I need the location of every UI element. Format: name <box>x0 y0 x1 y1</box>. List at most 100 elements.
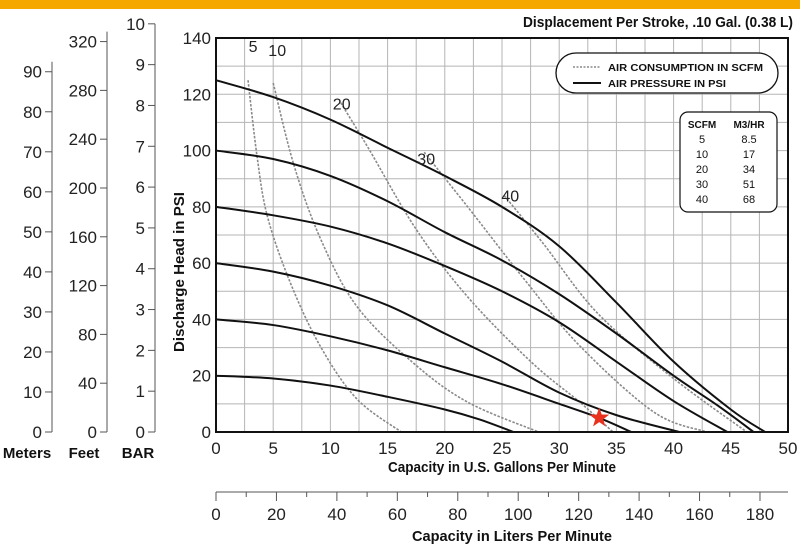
air-pressure-curve-20-psi <box>215 374 514 433</box>
x2-tick-label: 180 <box>746 505 774 524</box>
plot-frame <box>215 37 789 433</box>
secondary-tick-label: 40 <box>78 374 97 393</box>
x2-tick-label: 40 <box>327 505 346 524</box>
air-pressure-curve-100-psi <box>215 149 755 433</box>
secondary-tick-label: 9 <box>136 56 145 75</box>
x2-tick-label: 0 <box>211 505 220 524</box>
y-tick-label: 60 <box>192 254 211 273</box>
y-tick-label: 100 <box>183 142 211 161</box>
secondary-tick-label: 90 <box>23 63 42 82</box>
secondary-tick-label: 7 <box>136 137 145 156</box>
y-tick-label: 0 <box>202 423 211 442</box>
secondary-tick-label: 2 <box>136 341 145 360</box>
secondary-tick-label: 6 <box>136 178 145 197</box>
y-tick-label: 120 <box>183 85 211 104</box>
legend-label-air-consumption: AIR CONSUMPTION IN SCFM <box>608 63 763 74</box>
legend: AIR CONSUMPTION IN SCFM AIR PRESSURE IN … <box>555 52 779 94</box>
air-consumption-curve-30-scfm <box>423 151 708 433</box>
secondary-tick-label: 200 <box>69 179 97 198</box>
secondary-tick-label: 0 <box>136 423 145 442</box>
air-pressure-curve-125-psi <box>215 79 766 433</box>
secondary-tick-label: 80 <box>23 103 42 122</box>
x-tick-label: 50 <box>779 439 798 458</box>
x-tick-label: 15 <box>378 439 397 458</box>
secondary-tick-label: 40 <box>23 263 42 282</box>
x-tick-label: 20 <box>435 439 454 458</box>
secondary-tick-label: 10 <box>23 383 42 402</box>
y-axis-title: Discharge Head in PSI <box>171 192 188 352</box>
table-cell-scfm: 40 <box>696 194 708 206</box>
air-curve-label: 10 <box>268 43 286 60</box>
table-cell-m3hr: 17 <box>743 149 755 161</box>
secondary-tick-label: 30 <box>23 303 42 322</box>
x2-axis-title: Capacity in Liters Per Minute <box>412 528 612 545</box>
y-tick-label: 140 <box>183 29 211 48</box>
chart-title: Displacement Per Stroke, .10 Gal. (0.38 … <box>523 14 793 31</box>
secondary-tick-label: 70 <box>23 143 42 162</box>
secondary-tick-label: 20 <box>23 343 42 362</box>
secondary-tick-label: 8 <box>136 96 145 115</box>
air-pressure-curve-40-psi <box>215 318 632 433</box>
table-cell-m3hr: 8.5 <box>741 134 756 146</box>
table-cell-m3hr: 51 <box>743 179 755 191</box>
secondary-axis-title: Meters <box>3 445 51 462</box>
x-tick-label: 40 <box>664 439 683 458</box>
y-tick-label: 80 <box>192 198 211 217</box>
secondary-tick-label: 4 <box>136 260 145 279</box>
x-axis-title: Capacity in U.S. Gallons Per Minute <box>388 459 616 476</box>
secondary-tick-label: 5 <box>136 219 145 238</box>
secondary-tick-label: 240 <box>69 130 97 149</box>
header-bar <box>0 0 800 9</box>
secondary-tick-label: 320 <box>69 33 97 52</box>
secondary-tick-label: 1 <box>136 382 145 401</box>
x2-tick-label: 60 <box>388 505 407 524</box>
y-tick-label: 40 <box>192 310 211 329</box>
air-curve-label: 40 <box>501 189 519 206</box>
secondary-tick-label: 160 <box>69 228 97 247</box>
x2-tick-label: 80 <box>448 505 467 524</box>
operating-point-star-icon <box>589 407 610 427</box>
secondary-tick-label: 0 <box>33 423 42 442</box>
conversion-table: SCFM M3/HR 5 8.5 10 17 20 34 30 51 40 68 <box>679 111 778 213</box>
secondary-tick-label: 10 <box>126 15 145 34</box>
legend-label-air-pressure: AIR PRESSURE IN PSI <box>608 79 726 90</box>
air-consumption-curve-5-scfm <box>247 80 402 433</box>
secondary-tick-label: 80 <box>78 325 97 344</box>
x-tick-label: 10 <box>321 439 340 458</box>
secondary-tick-label: 3 <box>136 301 145 320</box>
air-pressure-curve-80-psi <box>215 205 728 433</box>
x2-tick-label: 20 <box>267 505 286 524</box>
x-tick-label: 35 <box>607 439 626 458</box>
secondary-axis-title: Feet <box>69 445 100 462</box>
x2-tick-label: 120 <box>564 505 592 524</box>
table-header-scfm: SCFM <box>688 120 716 131</box>
x2-tick-label: 140 <box>625 505 653 524</box>
air-consumption-curve-40-scfm <box>503 195 748 433</box>
x-tick-label: 5 <box>268 439 277 458</box>
y-tick-label: 20 <box>192 367 211 386</box>
table-cell-scfm: 20 <box>696 164 708 176</box>
air-pressure-curve-60-psi <box>215 262 680 433</box>
secondary-tick-label: 0 <box>88 423 97 442</box>
x2-tick-label: 160 <box>685 505 713 524</box>
air-curve-label: 5 <box>249 39 258 56</box>
air-curve-label: 20 <box>333 97 351 114</box>
secondary-axis-title: BAR <box>122 445 155 462</box>
air-consumption-curve-20-scfm <box>340 102 614 433</box>
x-tick-label: 0 <box>211 439 220 458</box>
secondary-tick-label: 120 <box>69 277 97 296</box>
table-cell-scfm: 5 <box>699 134 705 146</box>
x-tick-label: 25 <box>493 439 512 458</box>
table-cell-scfm: 10 <box>696 149 708 161</box>
x2-tick-label: 100 <box>504 505 532 524</box>
table-cell-scfm: 30 <box>696 179 708 191</box>
table-cell-m3hr: 34 <box>743 164 755 176</box>
secondary-tick-label: 60 <box>23 183 42 202</box>
secondary-tick-label: 50 <box>23 223 42 242</box>
table-header-m3hr: M3/HR <box>733 120 765 131</box>
secondary-tick-label: 280 <box>69 81 97 100</box>
x-tick-label: 45 <box>721 439 740 458</box>
air-curve-label: 30 <box>417 151 435 168</box>
